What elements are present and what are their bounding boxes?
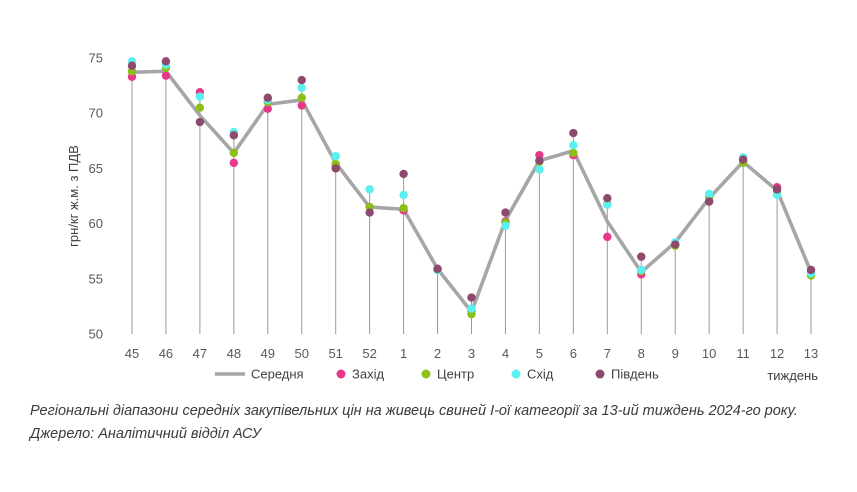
legend-label: Середня (251, 367, 304, 382)
marker-series-3 (331, 164, 340, 173)
marker-series-0 (603, 232, 612, 242)
x-tick-label: 3 (468, 346, 475, 361)
marker-series-2 (603, 200, 612, 210)
x-tick-label: 11 (736, 346, 750, 361)
marker-series-3 (569, 128, 578, 138)
x-axis-title: тиждень (767, 368, 818, 383)
marker-series-3 (161, 57, 171, 66)
marker-series-2 (331, 152, 340, 161)
marker-series-0 (263, 104, 272, 113)
marker-series-1 (195, 103, 205, 112)
marker-series-3 (263, 93, 272, 102)
marker-series-3 (195, 117, 205, 127)
marker-series-3 (704, 197, 714, 206)
marker-series-3 (637, 252, 646, 261)
x-tick-label: 6 (570, 346, 577, 361)
marker-series-3 (501, 208, 510, 217)
legend-label: Схід (527, 367, 554, 382)
marker-series-2 (535, 165, 544, 174)
x-tick-label: 4 (502, 346, 509, 361)
marker-series-2 (467, 304, 476, 313)
marker-series-3 (738, 155, 748, 164)
caption-text: Регіональні діапазони середніх закупівел… (30, 403, 798, 419)
x-tick-label: 49 (261, 346, 275, 361)
y-axis-title: грн/кг ж.м. з ПДВ (66, 145, 81, 247)
x-tick-label: 10 (702, 346, 716, 361)
marker-series-2 (297, 83, 306, 93)
marker-series-3 (603, 194, 612, 203)
x-tick-label: 47 (193, 346, 207, 361)
legend-swatch-marker (511, 369, 521, 379)
marker-series-2 (195, 92, 205, 101)
y-tick-label: 70 (89, 106, 103, 121)
y-tick-label: 55 (89, 271, 103, 286)
marker-series-3 (671, 240, 680, 249)
x-tick-label: 2 (434, 346, 441, 361)
legend-swatch-marker (595, 369, 605, 379)
legend-swatch-marker (421, 369, 431, 379)
marker-series-3 (365, 208, 374, 217)
caption-source: Джерело: Аналітичний відділ АСУ (30, 426, 261, 442)
marker-series-2 (501, 221, 510, 231)
marker-series-2 (365, 185, 374, 194)
x-tick-label: 51 (328, 346, 342, 361)
x-tick-label: 8 (638, 346, 645, 361)
x-tick-label: 1 (400, 346, 407, 361)
marker-series-1 (569, 148, 578, 158)
x-tick-label: 12 (770, 346, 784, 361)
x-tick-label: 52 (362, 346, 376, 361)
legend-label: Захід (352, 367, 384, 382)
marker-series-3 (399, 169, 408, 179)
marker-series-1 (229, 148, 239, 158)
legend-label: Південь (611, 367, 659, 382)
legend-swatch-marker (336, 369, 346, 379)
marker-series-2 (704, 189, 714, 198)
y-tick-label: 60 (89, 216, 103, 231)
marker-series-3 (433, 264, 442, 274)
marker-series-3 (127, 61, 137, 70)
x-tick-label: 7 (604, 346, 611, 361)
marker-series-3 (535, 156, 544, 165)
y-tick-label: 75 (89, 51, 103, 66)
chart: 50 55 60 65 70 75 грн/кг ж.м. з ПДВ 45 46 47 48 49 5… (66, 51, 818, 384)
x-tick-label: 46 (159, 346, 173, 361)
y-tick-label: 50 (89, 327, 103, 342)
marker-series-3 (297, 75, 306, 85)
x-tick-label: 50 (295, 346, 309, 361)
x-tick-label: 9 (672, 346, 679, 361)
legend-label: Центр (437, 367, 474, 382)
figure-caption: Регіональні діапазони середніх закупівел… (30, 400, 830, 446)
x-tick-label: 13 (804, 346, 818, 361)
marker-series-1 (399, 203, 408, 213)
marker-series-2 (637, 265, 646, 275)
marker-series-3 (806, 265, 816, 275)
marker-series-2 (569, 141, 578, 150)
marker-series-3 (229, 131, 239, 140)
x-tick-label: 5 (536, 346, 543, 361)
marker-series-0 (297, 101, 306, 110)
marker-series-0 (161, 71, 171, 80)
x-tick-label: 48 (227, 346, 241, 361)
marker-series-1 (297, 93, 306, 102)
marker-series-3 (467, 293, 476, 302)
marker-series-2 (399, 190, 408, 200)
marker-series-0 (229, 158, 239, 168)
marker-series-3 (772, 185, 782, 194)
y-tick-label: 65 (89, 161, 103, 176)
x-tick-label: 45 (125, 346, 139, 361)
